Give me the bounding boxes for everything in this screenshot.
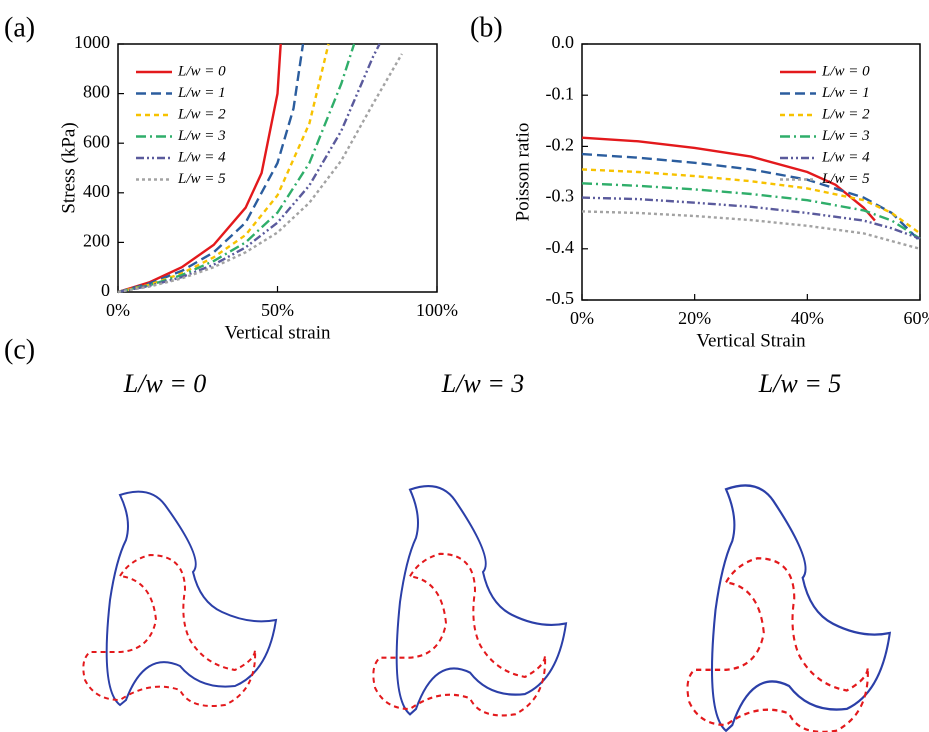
legend-label: L/w = 1 (177, 85, 226, 101)
series-line (117, 43, 381, 294)
x-axis-title: Vertical Strain (696, 330, 806, 351)
series-line (581, 210, 921, 250)
x-tick-label: 100% (416, 300, 458, 320)
panel-label: (c) (4, 334, 35, 365)
panel-label: (a) (4, 12, 35, 43)
plot-frame (581, 43, 921, 301)
series-line (117, 53, 403, 294)
series-line (117, 43, 356, 294)
y-tick-label: 800 (83, 82, 110, 102)
x-tick-label: 0% (570, 308, 594, 328)
y-tick-label: -0.3 (546, 186, 575, 206)
x-tick-label: 0% (106, 300, 130, 320)
y-tick-label: 200 (83, 231, 110, 251)
x-tick-label: 60% (904, 308, 929, 328)
y-tick-label: -0.4 (546, 237, 575, 257)
series-line (117, 43, 305, 294)
legend-label: L/w = 2 (177, 106, 226, 122)
x-tick-label: 50% (261, 300, 294, 320)
series-line (581, 152, 921, 242)
legend-label: L/w = 0 (177, 63, 226, 79)
legend-label: L/w = 0 (821, 63, 870, 79)
unit-cell (82, 490, 277, 707)
legend-label: L/w = 3 (177, 128, 226, 144)
shape-title: L/w = 5 (758, 369, 842, 398)
y-axis-title: Poisson ratio (512, 123, 533, 222)
legend-label: L/w = 4 (177, 149, 226, 165)
legend-label: L/w = 5 (177, 171, 226, 187)
y-tick-label: 400 (83, 181, 110, 201)
legend-label: L/w = 5 (821, 171, 870, 187)
unit-cell (372, 485, 568, 717)
x-axis-title: Vertical strain (224, 322, 331, 343)
x-tick-label: 40% (791, 308, 824, 328)
y-tick-label: 0 (101, 280, 110, 300)
unit-cell (686, 484, 891, 732)
y-axis-title: Stress (kPa) (58, 122, 79, 213)
y-tick-label: 600 (83, 131, 110, 151)
y-tick-label: -0.1 (546, 83, 575, 103)
y-tick-label: 0.0 (552, 32, 575, 52)
y-tick-label: -0.2 (546, 135, 575, 155)
legend-label: L/w = 4 (821, 149, 870, 165)
series-line (117, 43, 282, 294)
series-line (117, 43, 330, 294)
series-line (581, 136, 876, 222)
legend-label: L/w = 1 (821, 85, 870, 101)
y-tick-label: -0.5 (546, 288, 575, 308)
legend-label: L/w = 2 (821, 106, 870, 122)
series-line (581, 182, 921, 240)
shape-title: L/w = 0 (123, 369, 207, 398)
panel-label: (b) (470, 12, 503, 43)
series-line (581, 196, 921, 240)
legend-label: L/w = 3 (821, 128, 870, 144)
x-tick-label: 20% (678, 308, 711, 328)
shape-title: L/w = 3 (441, 369, 525, 398)
y-tick-label: 1000 (74, 32, 110, 52)
series-line (581, 168, 921, 235)
